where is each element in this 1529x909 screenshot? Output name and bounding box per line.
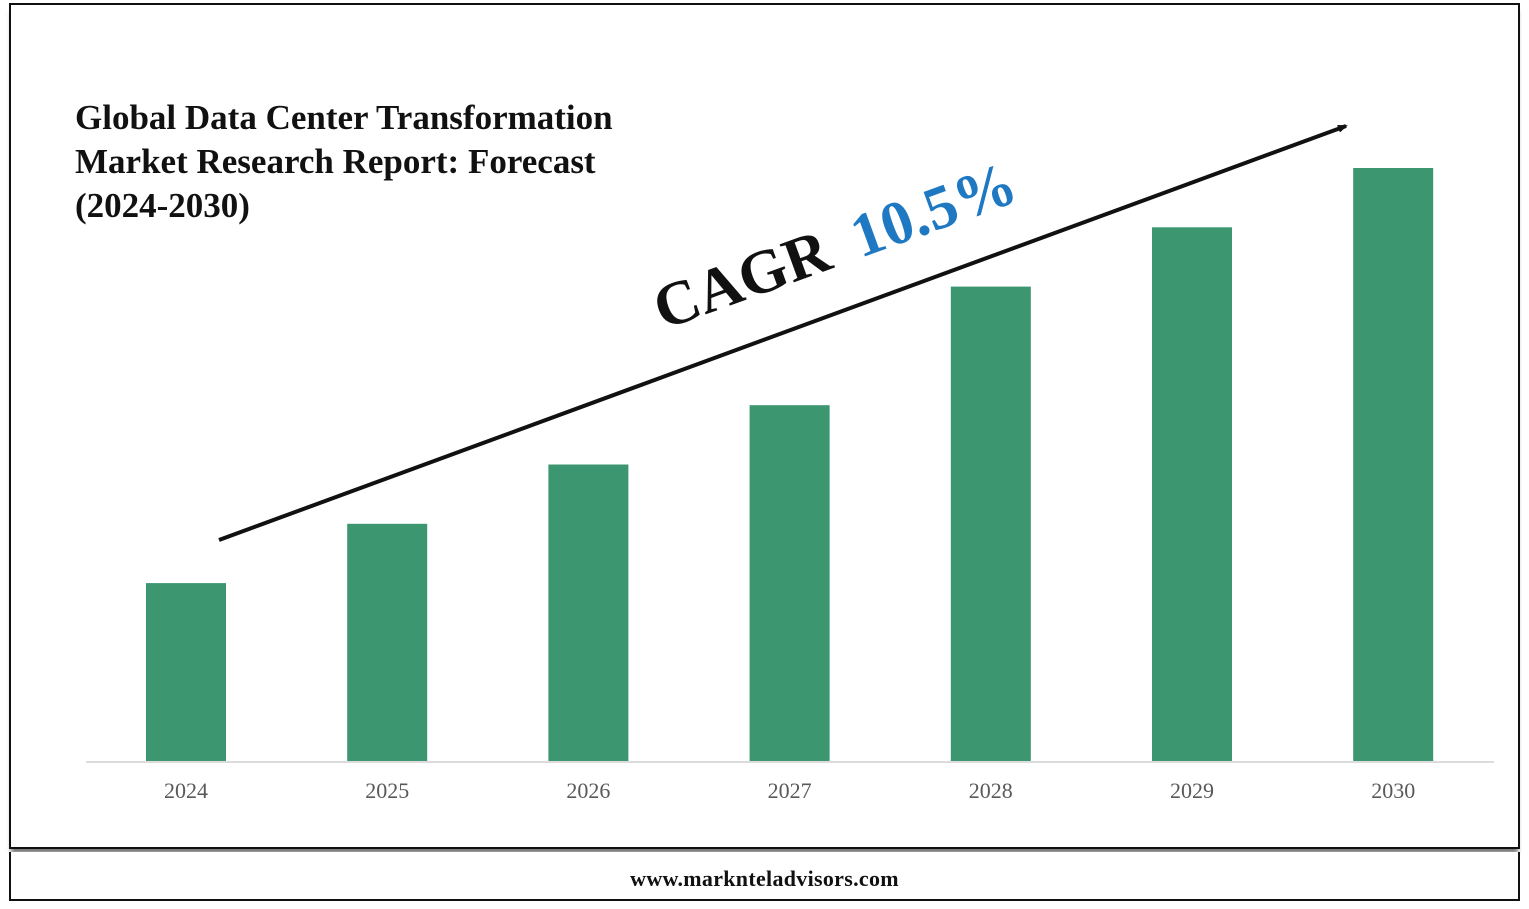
chart-title: Global Data Center Transformation Market… — [75, 98, 613, 225]
x-tick-label-2028: 2028 — [969, 778, 1013, 803]
x-tick-label-2025: 2025 — [365, 778, 409, 803]
bar-2028 — [950, 286, 1031, 761]
x-tick-label-2030: 2030 — [1371, 778, 1415, 803]
x-tick-label-2029: 2029 — [1170, 778, 1214, 803]
bar-2025 — [347, 523, 428, 761]
bar-2027 — [749, 405, 830, 761]
bar-2024 — [146, 583, 226, 761]
trend-arrow — [218, 124, 1348, 542]
website-link[interactable]: www.marknteladvisors.com — [630, 866, 899, 891]
x-tick-label-2026: 2026 — [566, 778, 610, 803]
bar-2026 — [548, 464, 629, 761]
bar-2029 — [1152, 227, 1232, 762]
bars-group — [146, 168, 1434, 762]
x-tick-label-2027: 2027 — [768, 778, 812, 803]
footer: www.marknteladvisors.com — [9, 852, 1520, 901]
bar-2030 — [1353, 168, 1434, 761]
x-tick-label-2024: 2024 — [164, 778, 208, 803]
x-tick-labels: 2024 2025 2026 2027 2028 2029 2030 — [164, 778, 1415, 803]
